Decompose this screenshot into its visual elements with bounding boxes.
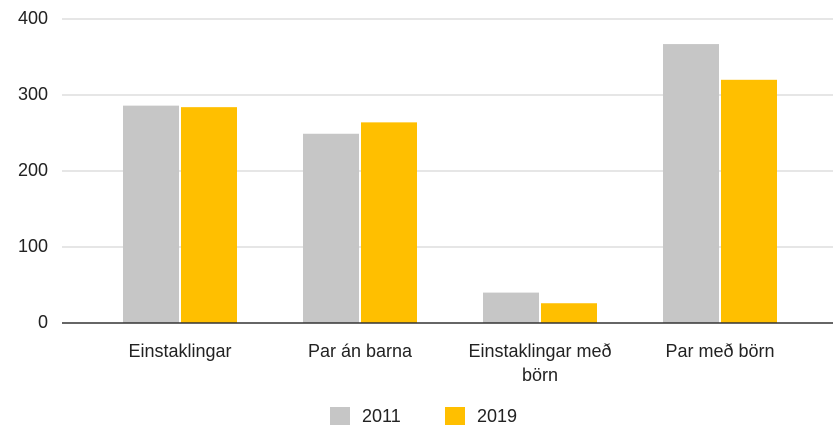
bar xyxy=(483,292,539,323)
bar xyxy=(663,44,719,324)
y-tick-label: 0 xyxy=(38,312,48,332)
bar xyxy=(721,79,777,323)
y-tick-label: 400 xyxy=(18,8,48,28)
legend-label: 2011 xyxy=(362,406,401,426)
y-tick-label: 100 xyxy=(18,236,48,256)
y-tick-label: 200 xyxy=(18,160,48,180)
x-tick-label: Par með börn xyxy=(665,341,775,361)
y-tick-label: 300 xyxy=(18,84,48,104)
bar xyxy=(541,303,597,323)
x-tick-label: Einstaklingar með börn xyxy=(468,341,612,385)
legend-swatch xyxy=(330,407,350,425)
bar xyxy=(303,133,359,323)
x-tick-label: Einstaklingar xyxy=(128,341,232,361)
x-tick-label: Par án barna xyxy=(307,341,413,361)
bar xyxy=(123,105,179,323)
legend-swatch xyxy=(445,407,465,425)
bar xyxy=(181,107,237,323)
bar xyxy=(361,122,417,323)
legend-label: 2019 xyxy=(477,406,517,426)
